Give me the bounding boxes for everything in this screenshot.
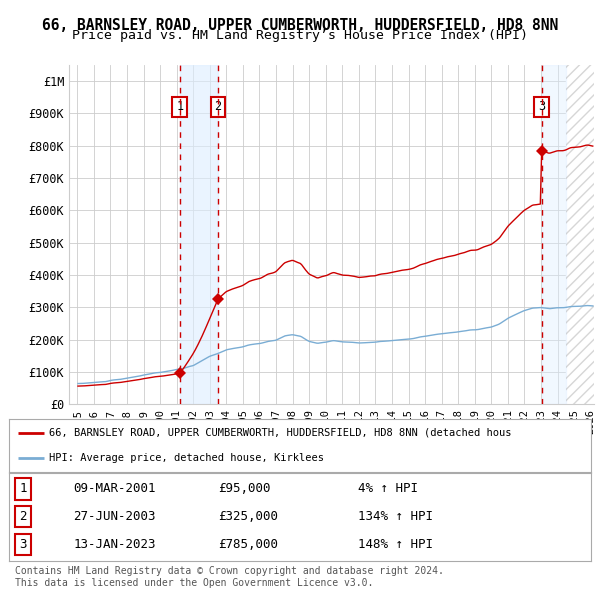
Text: 66, BARNSLEY ROAD, UPPER CUMBERWORTH, HUDDERSFIELD, HD8 8NN: 66, BARNSLEY ROAD, UPPER CUMBERWORTH, HU… [42, 18, 558, 32]
Text: HPI: Average price, detached house, Kirklees: HPI: Average price, detached house, Kirk… [49, 453, 323, 463]
Bar [566, 65, 600, 404]
Text: £325,000: £325,000 [218, 510, 278, 523]
Text: 3: 3 [19, 538, 27, 551]
Text: 09-MAR-2001: 09-MAR-2001 [73, 483, 155, 496]
Text: 13-JAN-2023: 13-JAN-2023 [73, 538, 155, 551]
Text: 148% ↑ HPI: 148% ↑ HPI [358, 538, 433, 551]
Text: 2: 2 [214, 100, 221, 113]
Text: £785,000: £785,000 [218, 538, 278, 551]
Text: 134% ↑ HPI: 134% ↑ HPI [358, 510, 433, 523]
Bar [180, 65, 218, 404]
Bar [542, 65, 566, 404]
Text: 1: 1 [176, 100, 184, 113]
Text: £95,000: £95,000 [218, 483, 271, 496]
Text: 4% ↑ HPI: 4% ↑ HPI [358, 483, 418, 496]
Bar [566, 65, 600, 404]
Text: 1: 1 [19, 483, 27, 496]
Text: 2: 2 [19, 510, 27, 523]
Text: 66, BARNSLEY ROAD, UPPER CUMBERWORTH, HUDDERSFIELD, HD8 8NN (detached hous: 66, BARNSLEY ROAD, UPPER CUMBERWORTH, HU… [49, 428, 511, 438]
Text: 3: 3 [538, 100, 545, 113]
Text: 27-JUN-2003: 27-JUN-2003 [73, 510, 155, 523]
Text: Contains HM Land Registry data © Crown copyright and database right 2024.
This d: Contains HM Land Registry data © Crown c… [15, 566, 444, 588]
Text: Price paid vs. HM Land Registry’s House Price Index (HPI): Price paid vs. HM Land Registry’s House … [72, 30, 528, 42]
